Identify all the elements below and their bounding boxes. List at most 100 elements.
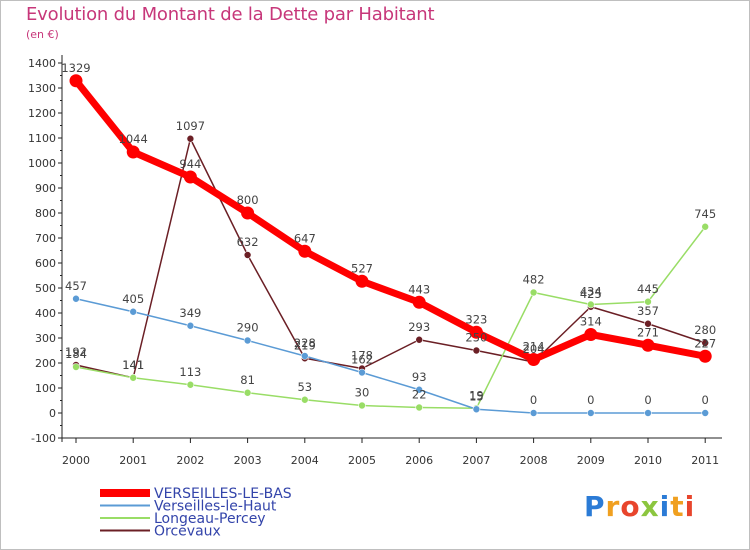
data-point [300, 352, 309, 360]
data-label: 357 [637, 304, 659, 318]
data-label: 425 [580, 287, 602, 301]
data-label: 228 [294, 336, 316, 350]
data-label: 81 [240, 373, 255, 387]
data-point [129, 373, 137, 382]
data-label: 204 [523, 342, 545, 356]
data-point [358, 401, 366, 410]
data-label: 30 [355, 386, 370, 400]
data-label: 482 [523, 273, 545, 287]
data-label: 293 [408, 320, 430, 334]
y-tick-label: 100 [35, 382, 56, 395]
data-point [243, 251, 252, 259]
data-label: 1329 [61, 61, 90, 75]
y-tick-label: 800 [35, 207, 56, 220]
data-point [698, 349, 712, 363]
series-line-1 [75, 298, 706, 414]
legend-label: Longeau-Percey [154, 511, 266, 527]
data-point [641, 338, 655, 352]
data-label: 0 [644, 393, 651, 407]
data-label: 1044 [119, 132, 148, 146]
data-point [241, 206, 255, 220]
data-label: 0 [530, 393, 537, 407]
data-label: 647 [294, 231, 316, 245]
data-label: 0 [702, 393, 709, 407]
data-label: 314 [580, 315, 602, 329]
x-tick-label: 2004 [291, 454, 319, 467]
data-label: 227 [694, 336, 716, 350]
x-tick-label: 2005 [348, 454, 376, 467]
y-tick-label: 500 [35, 282, 56, 295]
data-label: 1097 [176, 119, 205, 133]
data-point [69, 74, 83, 88]
y-tick-label: -100 [31, 432, 56, 445]
x-tick-label: 2010 [634, 454, 662, 467]
series-line-2 [75, 226, 706, 409]
data-label: 800 [237, 193, 259, 207]
x-tick-label: 2000 [62, 454, 90, 467]
data-label: 445 [637, 282, 659, 296]
x-tick-label: 2008 [520, 454, 548, 467]
data-point [358, 368, 366, 377]
data-point [415, 403, 424, 412]
y-tick-label: 900 [35, 182, 56, 195]
data-label: 323 [465, 312, 487, 326]
y-tick-label: 300 [35, 332, 56, 345]
proxiti-logo: Proxiti [584, 490, 696, 523]
data-label: 15 [469, 389, 484, 403]
legend-label: Orcevaux [154, 524, 221, 540]
data-point [584, 328, 598, 341]
legend-label: VERSEILLES-LE-BAS [154, 486, 292, 502]
data-label: 349 [179, 306, 201, 320]
data-label: 944 [179, 157, 201, 171]
x-tick-label: 2011 [691, 454, 719, 467]
data-point [72, 294, 80, 303]
y-tick-label: 400 [35, 307, 56, 320]
x-tick-label: 2003 [234, 454, 262, 467]
data-point [186, 321, 195, 330]
y-tick-label: 1400 [28, 57, 56, 70]
data-point [186, 134, 195, 143]
data-point [472, 346, 481, 355]
data-label: 434 [580, 285, 602, 299]
data-label: 527 [351, 261, 373, 275]
data-label: 141 [122, 358, 144, 372]
x-tick-label: 2001 [119, 454, 147, 467]
series-line-3 [75, 138, 706, 379]
data-point [243, 336, 252, 345]
y-tick-label: 1300 [28, 82, 56, 95]
data-label: 184 [65, 347, 87, 361]
data-label: 405 [122, 292, 144, 306]
data-point [126, 145, 140, 159]
data-label: 214 [523, 340, 545, 354]
data-label: 22 [412, 388, 427, 402]
y-tick-label: 1000 [28, 157, 56, 170]
legend-label: Verseilles-le-Haut [154, 499, 277, 515]
data-label: 250 [465, 331, 487, 345]
data-label: 219 [294, 338, 316, 352]
data-label: 457 [65, 279, 87, 293]
data-point [644, 409, 652, 417]
data-point [472, 405, 481, 414]
data-label: 280 [694, 323, 716, 337]
y-tick-label: 0 [49, 407, 56, 420]
data-label: 0 [587, 393, 594, 407]
y-tick-label: 600 [35, 257, 56, 270]
data-point [300, 395, 309, 404]
data-point [529, 409, 538, 417]
data-point [183, 170, 197, 184]
y-tick-label: 200 [35, 357, 56, 370]
data-point [701, 409, 710, 417]
data-label: 141 [122, 358, 144, 372]
data-point [701, 222, 710, 231]
x-tick-label: 2002 [176, 454, 204, 467]
data-point [243, 388, 252, 397]
data-point [186, 380, 195, 389]
data-point [586, 409, 595, 417]
data-label: 19 [469, 388, 484, 402]
data-label: 53 [297, 380, 312, 394]
data-label: 745 [694, 207, 716, 221]
chart-subtitle: (en €) [26, 28, 59, 41]
x-tick-label: 2009 [577, 454, 605, 467]
chart-title: Evolution du Montant de la Dette par Hab… [26, 4, 435, 25]
